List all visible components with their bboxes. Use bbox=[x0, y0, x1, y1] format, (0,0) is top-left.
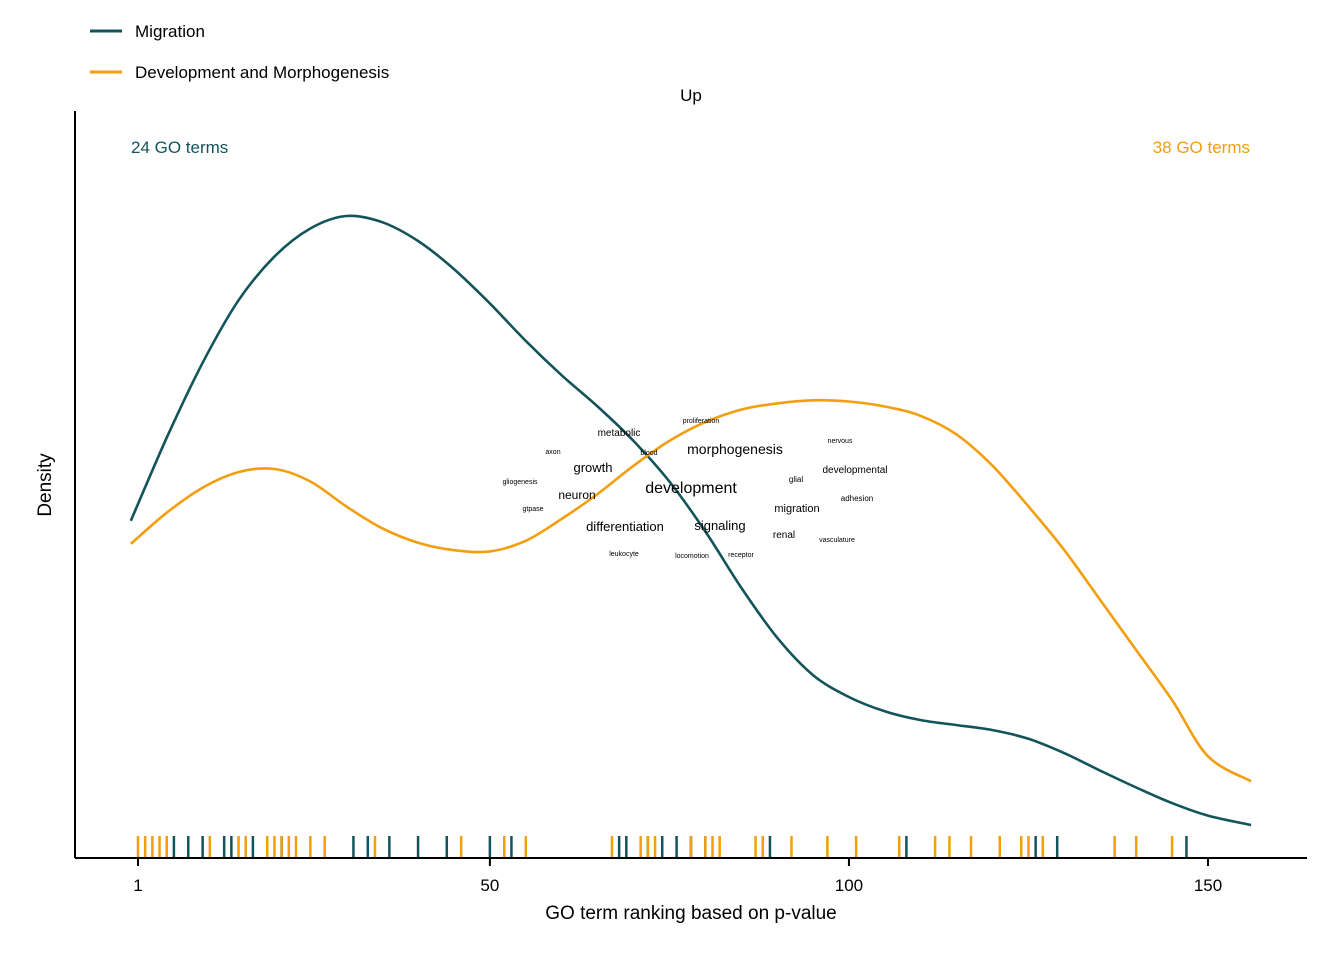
word-axon: axon bbox=[545, 449, 560, 456]
x-tick-label: 1 bbox=[133, 876, 142, 895]
development-term-count: 38 GO terms bbox=[1153, 138, 1250, 157]
x-tick-label: 150 bbox=[1194, 876, 1222, 895]
rug-marks bbox=[136, 836, 1188, 857]
word-glial: glial bbox=[789, 475, 803, 484]
word-receptor: receptor bbox=[728, 552, 754, 559]
word-growth: growth bbox=[573, 460, 612, 475]
density-curves bbox=[129, 214, 1252, 827]
word-cloud: development morphogenesis differentiation s… bbox=[502, 418, 887, 560]
word-neuron: neuron bbox=[558, 488, 595, 502]
x-ticks: 1 50 100 150 bbox=[133, 858, 1222, 895]
word-gtpase: gtpase bbox=[522, 506, 543, 513]
word-nervous: nervous bbox=[828, 438, 853, 445]
word-development: development bbox=[645, 480, 737, 497]
word-renal: renal bbox=[773, 530, 795, 541]
word-morphogenesis: morphogenesis bbox=[687, 441, 783, 457]
x-tick-label: 100 bbox=[835, 876, 863, 895]
word-migration: migration bbox=[774, 503, 819, 515]
y-axis-label: Density bbox=[35, 453, 56, 517]
word-metabolic: metabolic bbox=[598, 428, 641, 439]
word-blood: blood bbox=[640, 450, 657, 457]
word-signaling: signaling bbox=[694, 518, 745, 533]
development-density-line bbox=[129, 398, 1252, 783]
legend-label-development: Development and Morphogenesis bbox=[135, 63, 389, 82]
word-adhesion: adhesion bbox=[841, 494, 873, 503]
word-developmental: developmental bbox=[822, 465, 887, 476]
word-differentiation: differentiation bbox=[586, 519, 664, 534]
legend: Migration Development and Morphogenesis bbox=[90, 22, 389, 82]
word-proliferation: proliferation bbox=[683, 418, 720, 425]
chart-title: Up bbox=[680, 86, 702, 105]
x-tick-label: 50 bbox=[480, 876, 499, 895]
migration-density-line bbox=[129, 214, 1252, 827]
x-axis-label: GO term ranking based on p-value bbox=[545, 903, 837, 924]
word-gliogenesis: gliogenesis bbox=[502, 479, 538, 486]
word-vasculature: vasculature bbox=[819, 537, 855, 544]
word-locomotion: locomotion bbox=[675, 553, 709, 560]
legend-label-migration: Migration bbox=[135, 22, 205, 41]
word-leukocyte: leukocyte bbox=[609, 551, 639, 558]
migration-term-count: 24 GO terms bbox=[131, 138, 228, 157]
